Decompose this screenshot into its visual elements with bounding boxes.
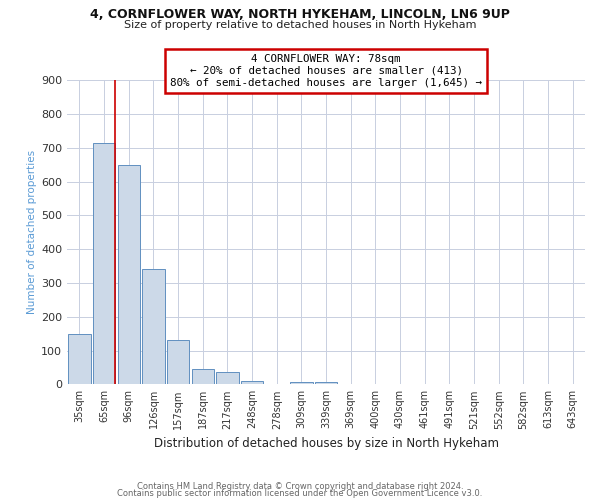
Text: 4 CORNFLOWER WAY: 78sqm
← 20% of detached houses are smaller (413)
80% of semi-d: 4 CORNFLOWER WAY: 78sqm ← 20% of detache… bbox=[170, 54, 482, 88]
Bar bbox=[142, 270, 164, 384]
Bar bbox=[217, 372, 239, 384]
Bar bbox=[290, 382, 313, 384]
Bar bbox=[93, 142, 115, 384]
Bar bbox=[315, 382, 337, 384]
Bar bbox=[118, 164, 140, 384]
Text: 4, CORNFLOWER WAY, NORTH HYKEHAM, LINCOLN, LN6 9UP: 4, CORNFLOWER WAY, NORTH HYKEHAM, LINCOL… bbox=[90, 8, 510, 20]
Text: Contains public sector information licensed under the Open Government Licence v3: Contains public sector information licen… bbox=[118, 490, 482, 498]
Bar bbox=[241, 381, 263, 384]
Y-axis label: Number of detached properties: Number of detached properties bbox=[27, 150, 37, 314]
Bar bbox=[68, 334, 91, 384]
X-axis label: Distribution of detached houses by size in North Hykeham: Distribution of detached houses by size … bbox=[154, 437, 499, 450]
Bar bbox=[191, 369, 214, 384]
Bar bbox=[167, 340, 189, 384]
Text: Size of property relative to detached houses in North Hykeham: Size of property relative to detached ho… bbox=[124, 20, 476, 30]
Text: Contains HM Land Registry data © Crown copyright and database right 2024.: Contains HM Land Registry data © Crown c… bbox=[137, 482, 463, 491]
